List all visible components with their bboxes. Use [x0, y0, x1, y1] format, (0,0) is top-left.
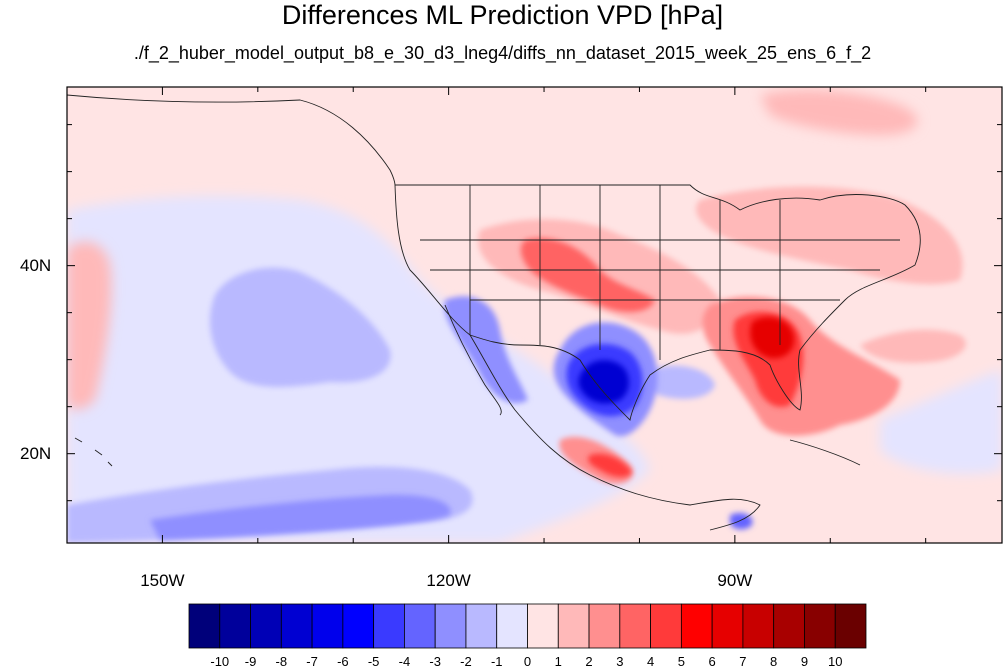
gulf-of-california-blue: [444, 296, 528, 404]
colorbar-swatch: [773, 603, 805, 649]
pacific-blue-blob: [210, 267, 391, 387]
plot-frame: [66, 86, 1003, 544]
colorbar-label: 4: [646, 654, 655, 669]
gulf-of-mexico-blue: [645, 365, 715, 399]
y-tick-label: 20N: [20, 443, 52, 463]
colorbar-label: -9: [244, 654, 257, 669]
colorbar-swatch: [650, 603, 682, 649]
colorbar-label: -4: [398, 654, 411, 669]
texas-blue-core: [578, 360, 629, 404]
colorbar-swatch: [680, 603, 713, 649]
colorbar-label: -1: [490, 654, 503, 669]
canada-coast: [67, 94, 396, 186]
colorbar-swatch: [219, 603, 251, 649]
colorbar-label: 3: [616, 654, 624, 669]
colorbar-label: 2: [585, 654, 593, 669]
colorbar-label: -2: [460, 654, 472, 669]
x-tick-label: 150W: [140, 571, 185, 590]
colorbar-label: 1: [554, 654, 562, 669]
colorbar-swatch: [404, 603, 436, 649]
tick-marks: [67, 87, 1002, 543]
hawaii: [74, 437, 113, 467]
colorbar-label: 9: [800, 654, 809, 669]
colorbar-swatch: [588, 603, 621, 649]
colorbar-swatch: [804, 603, 836, 649]
colorbar-swatch: [434, 603, 467, 649]
plains-red-inner: [520, 238, 655, 312]
colorbar-swatch: [834, 603, 867, 649]
atlantic-light-blue-area: [880, 370, 1002, 474]
negative-anomalies: [67, 195, 1002, 543]
colorbar-swatch: [527, 603, 559, 649]
y-tick-label: 40N: [20, 255, 52, 275]
northeast-red: [696, 186, 963, 285]
colorbar-swatch: [373, 603, 405, 649]
colorbar-label: -8: [275, 654, 288, 669]
colorbar-swatch: [742, 603, 775, 649]
georgia-red-core: [750, 317, 795, 359]
coastlines-and-borders: [67, 94, 921, 531]
north-pacific-red: [760, 89, 918, 135]
colorbar-label: 0: [523, 654, 532, 669]
map-subtitle: ./f_2_huber_model_output_b8_e_30_d3_lneg…: [133, 43, 872, 63]
central-pacific-red: [67, 241, 112, 410]
us-outline: [394, 184, 921, 421]
colorbar-swatch: [250, 603, 282, 649]
mexico-outline: [469, 334, 761, 531]
colorbar-swatch: [496, 603, 528, 649]
colorbar-label: -5: [367, 654, 380, 669]
colorbar-label: 5: [677, 654, 685, 669]
colorbar-swatch: [188, 603, 221, 649]
colorbar-label: 8: [770, 654, 778, 669]
baja-california: [444, 304, 502, 416]
colorbar-label: -3: [429, 654, 441, 669]
map-title: Differences ML Prediction VPD [hPa]: [281, 0, 724, 30]
colorbar-label: 7: [739, 654, 747, 669]
positive-anomalies: [67, 89, 966, 485]
colorbar-label: -7: [306, 654, 318, 669]
colorbar-swatch: [280, 603, 313, 649]
colorbar: [188, 603, 867, 649]
tropical-pacific-band-inner: [150, 494, 451, 540]
colorbar-label: -10: [210, 654, 230, 669]
colorbar-label: 10: [827, 654, 843, 669]
colorbar-swatch: [619, 603, 651, 649]
colorbar-swatch: [465, 603, 498, 649]
atlantic-red-patch: [860, 329, 966, 363]
colorbar-swatch: [342, 603, 375, 649]
cuba: [789, 439, 861, 466]
campeche-red: [588, 453, 632, 478]
colorbar-swatch: [557, 603, 590, 649]
colorbar-label: -6: [337, 654, 349, 669]
field-layer: [67, 87, 1002, 543]
colorbar-swatch: [711, 603, 744, 649]
colorbar-label: 6: [708, 654, 716, 669]
x-tick-label: 120W: [426, 571, 471, 590]
x-tick-label: 90W: [717, 571, 753, 590]
colorbar-swatch: [311, 603, 344, 649]
